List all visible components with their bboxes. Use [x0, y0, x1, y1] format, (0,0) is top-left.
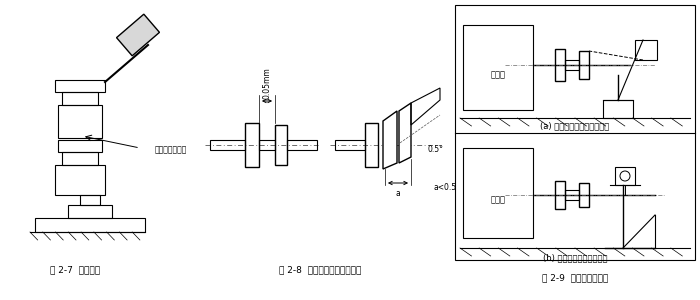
Text: (b) 用百分表检查支座端面: (b) 用百分表检查支座端面	[542, 254, 608, 262]
Text: 图 2-8  联轴器之间的安装精度: 图 2-8 联轴器之间的安装精度	[279, 266, 361, 274]
Bar	[55, 165, 105, 195]
Bar	[565, 190, 579, 200]
Polygon shape	[383, 111, 397, 169]
Bar	[555, 181, 565, 209]
Bar	[58, 140, 102, 152]
Bar	[579, 183, 589, 207]
Bar	[62, 152, 98, 165]
Bar	[365, 123, 378, 167]
Bar	[68, 205, 112, 218]
Bar	[55, 80, 105, 92]
Text: (a) 用百分表检查联轴器端面: (a) 用百分表检查联轴器端面	[540, 122, 610, 130]
Bar	[463, 25, 533, 110]
Text: 图 2-9  安装精度的检查: 图 2-9 安装精度的检查	[542, 274, 608, 283]
Text: 原动机: 原动机	[491, 70, 505, 80]
Bar	[245, 123, 259, 167]
Bar	[80, 195, 100, 205]
Bar	[463, 148, 533, 238]
Bar	[603, 100, 633, 118]
Bar	[58, 105, 102, 138]
Bar	[35, 218, 145, 232]
Polygon shape	[399, 103, 411, 163]
Bar	[210, 140, 245, 150]
Text: a<0.5: a<0.5	[433, 184, 456, 193]
Text: 0.05mm: 0.05mm	[262, 67, 272, 99]
Text: 图 2-7  注意事项: 图 2-7 注意事项	[50, 266, 100, 274]
Bar	[455, 5, 695, 260]
Text: a: a	[395, 188, 400, 197]
Bar	[62, 92, 98, 105]
Polygon shape	[116, 14, 160, 56]
Bar	[579, 51, 589, 79]
Bar	[335, 140, 365, 150]
Bar	[555, 49, 565, 81]
Bar	[635, 40, 657, 60]
Bar	[565, 60, 579, 70]
Text: 此处应垫一铜棒: 此处应垫一铜棒	[155, 146, 188, 154]
Bar	[615, 167, 635, 185]
Text: 0.5°: 0.5°	[427, 146, 443, 154]
Bar	[287, 140, 317, 150]
Bar	[275, 125, 287, 165]
Text: 原动机: 原动机	[491, 196, 505, 205]
Bar	[259, 140, 275, 150]
